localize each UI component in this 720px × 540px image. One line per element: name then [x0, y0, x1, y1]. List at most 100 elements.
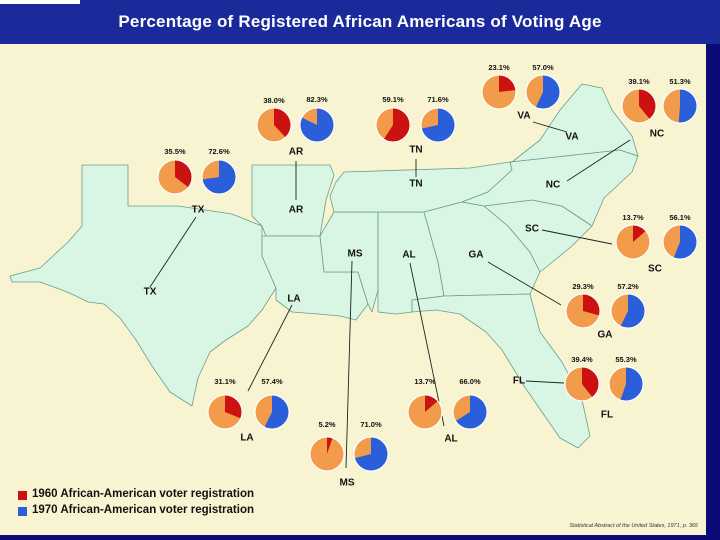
pie-1970-al-rim	[452, 394, 488, 430]
south-map	[9, 74, 698, 472]
pie-1970-fl-slice	[620, 367, 644, 402]
leader-line-la	[247, 304, 293, 392]
state-label-ga-map: GA	[597, 329, 613, 341]
pie-1960-ga	[565, 293, 601, 329]
state-label-tn: TN	[409, 144, 423, 156]
pie-1960-sc-slice	[633, 225, 646, 242]
pie-1960-nc-slice	[639, 89, 656, 120]
pie-1960-sc	[615, 224, 651, 260]
pie-1960-va-slice	[499, 75, 516, 92]
leader-line-ga	[487, 261, 562, 306]
state-shape-va	[509, 83, 639, 163]
pct-label-1960-ms: 5.2%	[318, 420, 336, 429]
state-label-nc-map: NC	[545, 179, 561, 191]
pie-1970-la	[254, 394, 290, 430]
pct-label-1960-al: 13.7%	[414, 377, 436, 386]
pie-1970-tn-slice	[421, 108, 455, 142]
pie-1970-tx-slice	[202, 160, 236, 195]
state-label-la-map: LA	[240, 432, 254, 444]
pie-1970-va	[525, 74, 561, 110]
pie-1960-ga-rim	[565, 293, 601, 329]
pie-1960-tx	[157, 159, 193, 195]
pct-label-1960-tn: 59.1%	[382, 95, 404, 104]
pie-1960-fl-rim	[564, 366, 600, 402]
legend-label-1970: 1970 African-American voter registration	[32, 504, 254, 516]
state-shape-fl	[411, 293, 591, 449]
pie-1960-al-rim	[407, 394, 443, 430]
leader-line-ms	[345, 260, 353, 469]
leader-line-tx	[149, 216, 197, 288]
legend-label-1960: 1960 African-American voter registration	[32, 488, 254, 500]
state-label-fl-map: FL	[600, 409, 614, 421]
pct-label-1970-ga: 57.2%	[617, 282, 639, 291]
state-label-ar-map: AR	[288, 204, 304, 216]
legend-swatch-1970	[18, 507, 27, 516]
state-shape-tx	[9, 164, 277, 407]
pct-label-1960-sc: 13.7%	[622, 213, 644, 222]
pie-1970-tn	[420, 107, 456, 143]
state-label-tn-map: TN	[409, 178, 423, 190]
pie-1960-la-rim	[207, 394, 243, 430]
pie-1970-va-slice	[535, 75, 560, 109]
state-label-ms: MS	[347, 248, 363, 260]
pie-1970-ga	[610, 293, 646, 329]
pie-1970-ar-rim	[299, 107, 335, 143]
pie-1970-va-rim	[525, 74, 561, 110]
pie-1960-tx-slice	[175, 160, 192, 188]
pie-1970-ms	[353, 436, 389, 472]
pie-1960-ar	[256, 107, 292, 143]
leader-line-fl	[525, 380, 565, 384]
pie-1970-nc-slice	[678, 89, 697, 124]
pie-1970-la-slice	[264, 395, 289, 430]
pie-1970-ar-slice	[300, 108, 334, 142]
pie-1960-ms-slice	[327, 437, 333, 454]
pie-1960-la	[207, 394, 243, 430]
state-label-al: AL	[402, 249, 416, 261]
pct-label-1960-ar: 38.0%	[263, 96, 285, 105]
pie-1960-ar-rim	[256, 107, 292, 143]
pct-label-1970-tn: 71.6%	[427, 95, 449, 104]
state-label-tx-map: TX	[143, 286, 157, 298]
state-label-tx: TX	[191, 204, 205, 216]
pie-1970-tx	[201, 159, 237, 195]
pct-label-1960-ga: 29.3%	[572, 282, 594, 291]
pie-1970-al-slice	[455, 395, 487, 429]
pie-1970-ms-slice	[354, 437, 388, 471]
pie-1960-tn-rim	[375, 107, 411, 143]
pct-label-1960-va: 23.1%	[488, 63, 510, 72]
state-label-nc: NC	[649, 128, 665, 140]
title-bar: Percentage of Registered African America…	[0, 0, 720, 44]
source-citation: Statistical Abstract of the United State…	[569, 523, 698, 529]
pct-label-1970-ms: 71.0%	[360, 420, 382, 429]
state-label-ar: AR	[288, 146, 304, 158]
state-label-va-map: VA	[565, 131, 579, 143]
pie-1970-la-rim	[254, 394, 290, 430]
pie-1960-ga-slice	[583, 294, 600, 316]
pie-1970-ga-slice	[620, 294, 645, 328]
pie-1960-ar-slice	[274, 108, 292, 138]
pie-1970-sc-rim	[662, 224, 698, 260]
page-title: Percentage of Registered African America…	[118, 12, 602, 31]
pie-1960-fl-slice	[582, 367, 600, 398]
pie-1970-ms-rim	[353, 436, 389, 472]
pct-label-1970-fl: 55.3%	[615, 355, 637, 364]
pie-1970-tx-rim	[201, 159, 237, 195]
leader-line-sc	[541, 229, 613, 245]
leader-line-nc	[566, 139, 631, 182]
state-label-al-map: AL	[444, 433, 458, 445]
pct-label-1970-tx: 72.6%	[208, 147, 230, 156]
pie-1970-nc	[662, 88, 698, 124]
leader-line-al	[409, 262, 445, 427]
pie-1960-al	[407, 394, 443, 430]
pct-label-1970-ar: 82.3%	[306, 95, 328, 104]
pie-1960-nc-rim	[621, 88, 657, 124]
pie-1970-tn-rim	[420, 107, 456, 143]
state-shape-ar	[251, 164, 335, 237]
pie-1970-sc	[662, 224, 698, 260]
state-label-la: LA	[287, 293, 301, 305]
state-label-va: VA	[517, 110, 531, 122]
pie-1960-al-slice	[425, 395, 438, 412]
pie-1970-al	[452, 394, 488, 430]
pie-1970-fl	[608, 366, 644, 402]
